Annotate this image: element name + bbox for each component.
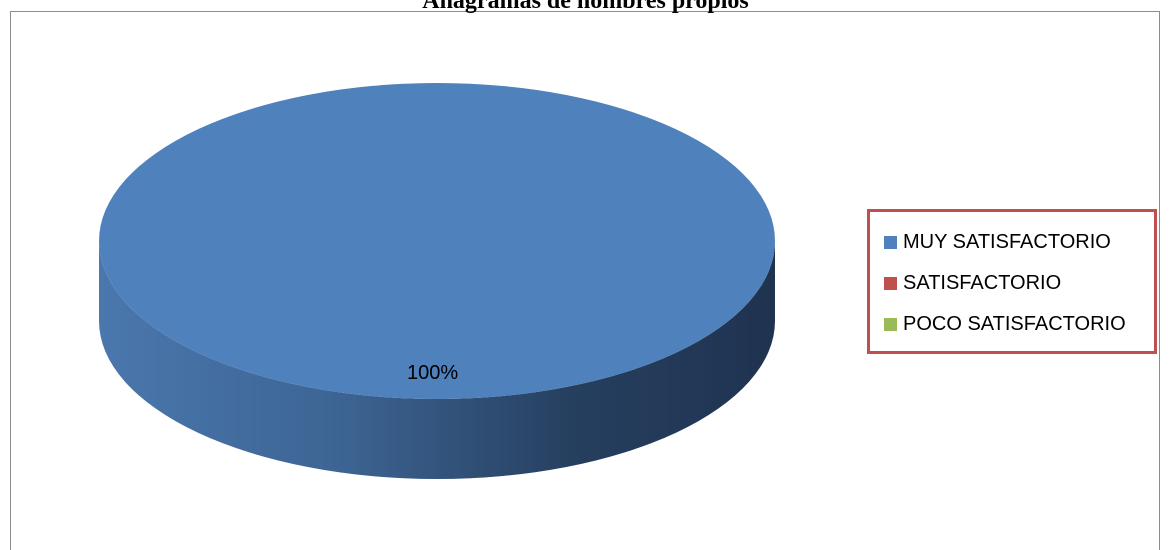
legend-label-poco-satisfactorio: POCO SATISFACTORIO — [903, 313, 1126, 335]
legend-label-muy-satisfactorio: MUY SATISFACTORIO — [903, 231, 1111, 253]
legend-item-muy-satisfactorio: MUY SATISFACTORIO — [884, 222, 1154, 263]
pie-slice-muy-satisfactorio — [99, 83, 775, 399]
legend-label-satisfactorio: SATISFACTORIO — [903, 272, 1062, 294]
legend: MUY SATISFACTORIO SATISFACTORIO POCO SAT… — [867, 209, 1157, 354]
pie-slices — [99, 83, 775, 479]
data-label-muy-satisfactorio: 100% — [407, 362, 459, 384]
chart-frame — [10, 11, 1160, 550]
legend-swatch-satisfactorio — [884, 277, 897, 290]
legend-swatch-poco-satisfactorio — [884, 318, 897, 331]
chart-title: Anagramas de nombres propios — [422, 0, 749, 14]
legend-item-satisfactorio: SATISFACTORIO — [884, 263, 1154, 304]
legend-item-poco-satisfactorio: POCO SATISFACTORIO — [884, 304, 1154, 345]
legend-swatch-muy-satisfactorio — [884, 236, 897, 249]
pie-slice-side-muy-satisfactorio — [99, 241, 775, 479]
